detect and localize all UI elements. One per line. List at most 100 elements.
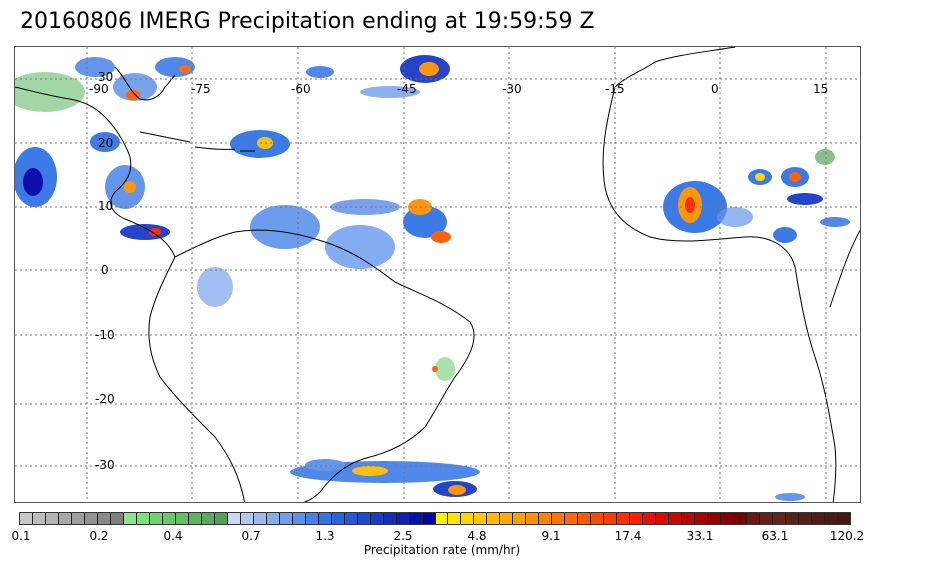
colorbar-swatch [357,513,371,524]
colorbar-swatch [656,513,670,524]
colorbar-swatch [344,513,358,524]
map-canvas: -90 -75 -60 -45 -30 -15 0 15 30 20 10 0 … [15,47,860,502]
colorbar-swatch [591,513,605,524]
colorbar-swatch [149,513,163,524]
colorbar-swatch [240,513,254,524]
colorbar-swatch [292,513,306,524]
lon-label: 15 [813,82,828,96]
colorbar-swatch [201,513,215,524]
colorbar-swatch [539,513,553,524]
colorbar-swatch [812,513,826,524]
colorbar-swatch [630,513,644,524]
colorbar-swatch [253,513,267,524]
lon-label: -75 [191,82,211,96]
lat-label: -10 [95,328,115,342]
colorbar-swatch [838,513,850,524]
colorbar-swatch [643,513,657,524]
colorbar-tick: 0.4 [163,529,183,543]
colorbar-swatch [461,513,475,524]
colorbar-swatch [448,513,462,524]
colorbar-swatch [578,513,592,524]
colorbar-swatch [305,513,319,524]
colorbar-tick: 9.1 [541,529,561,543]
colorbar-swatch [695,513,709,524]
colorbar-swatch [279,513,293,524]
lon-label: -45 [397,82,417,96]
colorbar-tick: 1.3 [315,529,335,543]
colorbar-swatch [71,513,85,524]
colorbar-tick: 4.8 [467,529,487,543]
coastlines [15,47,860,502]
colorbar-swatch [565,513,579,524]
colorbar-swatch [422,513,436,524]
precipitation-map: -90 -75 -60 -45 -30 -15 0 15 30 20 10 0 … [14,46,861,503]
colorbar-swatch [370,513,384,524]
colorbar-swatch [487,513,501,524]
colorbar-swatch [136,513,150,524]
colorbar-swatch [513,513,527,524]
colorbar-swatch [526,513,540,524]
colorbar-swatch [110,513,124,524]
longitude-labels: -90 -75 -60 -45 -30 -15 0 15 [89,82,828,96]
colorbar-tick: 120.2 [829,529,865,543]
map-title: 20160806 IMERG Precipitation ending at 1… [20,9,595,34]
colorbar-swatch [474,513,488,524]
colorbar-swatch [97,513,111,524]
colorbar-swatch [383,513,397,524]
latitude-labels: 30 20 10 0 -10 -20 -30 [95,70,115,472]
colorbar-tick: 63.1 [761,529,789,543]
lon-label: -60 [291,82,311,96]
lon-label: -30 [502,82,522,96]
lat-label: 30 [98,70,113,84]
colorbar-swatch [435,513,449,524]
colorbar-tick: 33.1 [686,529,714,543]
colorbar-tick: 17.4 [614,529,642,543]
lat-label: -30 [95,458,115,472]
lat-label: -20 [95,392,115,406]
colorbar-swatch [318,513,332,524]
colorbar-swatch [188,513,202,524]
colorbar-swatch [708,513,722,524]
colorbar-swatch [734,513,748,524]
colorbar-tick-labels: 0.1 0.2 0.4 0.7 1.3 2.5 4.8 9.1 17.4 33.… [0,529,944,545]
colorbar-swatch [175,513,189,524]
colorbar-swatch [617,513,631,524]
colorbar-tick: 0.7 [241,529,261,543]
colorbar-swatch [58,513,72,524]
colorbar-swatch [123,513,137,524]
lat-label: 10 [98,199,113,213]
lat-label: 20 [98,136,113,150]
lat-label: 0 [101,263,109,277]
colorbar-swatch [799,513,813,524]
colorbar-swatch [162,513,176,524]
colorbar-swatch [227,513,241,524]
colorbar-swatch [396,513,410,524]
precipitation-colorbar [19,512,851,525]
colorbar-swatch [747,513,761,524]
lon-label: -90 [89,82,109,96]
colorbar-tick: 0.1 [11,529,31,543]
colorbar-swatch [721,513,735,524]
colorbar-tick: 0.2 [89,529,109,543]
colorbar-swatch [604,513,618,524]
colorbar-swatch [773,513,787,524]
colorbar-swatch [786,513,800,524]
colorbar-swatch [825,513,839,524]
colorbar-swatch [45,513,59,524]
colorbar-swatch [214,513,228,524]
colorbar-swatch [760,513,774,524]
colorbar-swatch [331,513,345,524]
graticule [15,47,860,502]
colorbar-swatch [409,513,423,524]
lon-label: 0 [711,82,719,96]
colorbar-swatch [84,513,98,524]
lon-label: -15 [605,82,625,96]
colorbar-swatch [500,513,514,524]
colorbar-swatch [32,513,46,524]
colorbar-swatch [682,513,696,524]
colorbar-tick: 2.5 [393,529,413,543]
colorbar-swatch [552,513,566,524]
colorbar-swatch [20,513,33,524]
colorbar-swatch [266,513,280,524]
colorbar-swatch [669,513,683,524]
